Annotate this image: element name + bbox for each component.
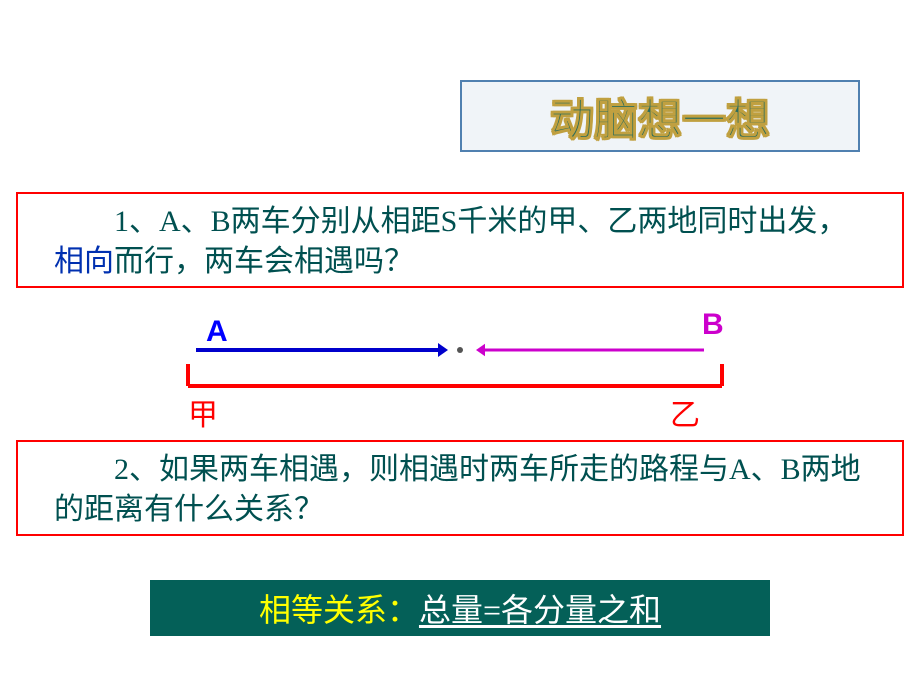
label-A: A	[206, 315, 228, 349]
question-2-box: 2、如果两车相遇，则相遇时两车所走的路程与A、B两地的距离有什么关系？	[16, 440, 904, 536]
title-box: 动脑想一想	[460, 80, 860, 152]
label-B: B	[702, 308, 724, 342]
title-text: 动脑想一想	[550, 84, 770, 148]
q1-post: 而行，两车会相遇吗？	[114, 245, 414, 278]
q1-pre: 1、A、B两车分别从相距S千米的甲、乙两地同时出发，	[54, 205, 847, 238]
question-1-box: 1、A、B两车分别从相距S千米的甲、乙两地同时出发， 相向而行，两车会相遇吗？	[16, 192, 904, 288]
diagram: A B 甲 乙	[0, 300, 920, 430]
label-jia: 甲	[188, 390, 218, 434]
question-1-text: 1、A、B两车分别从相距S千米的甲、乙两地同时出发， 相向而行，两车会相遇吗？	[54, 202, 866, 282]
label-yi: 乙	[670, 390, 700, 434]
footer-box: 相等关系：总量=各分量之和	[150, 580, 770, 636]
diagram-svg	[0, 300, 920, 430]
q1-highlight: 相向	[54, 245, 114, 278]
footer-label: 相等关系：	[259, 585, 419, 631]
question-2-text: 2、如果两车相遇，则相遇时两车所走的路程与A、B两地的距离有什么关系？	[54, 450, 866, 530]
footer-value: 总量=各分量之和	[419, 585, 661, 631]
